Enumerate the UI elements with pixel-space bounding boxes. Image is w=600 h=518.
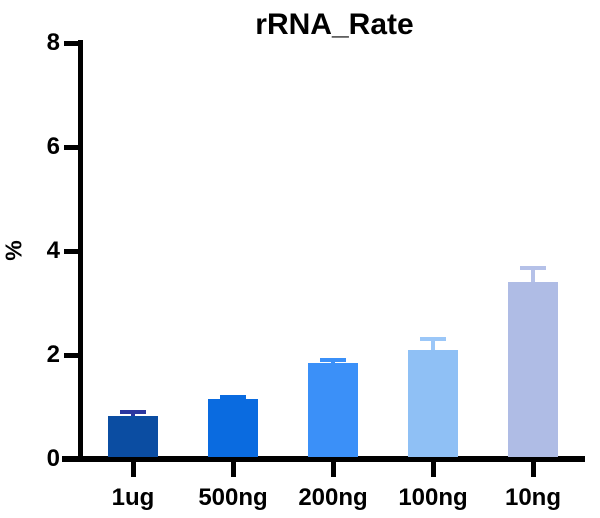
error-bar-stem <box>531 268 535 291</box>
y-tick-label: 2 <box>46 341 60 368</box>
y-axis-tick <box>64 353 78 358</box>
bar <box>108 416 158 457</box>
y-tick-label: 4 <box>46 237 60 264</box>
error-bar-cap <box>520 266 546 271</box>
y-axis-tick <box>64 457 78 462</box>
x-axis-tick <box>431 462 436 477</box>
error-bar-cap <box>320 358 346 363</box>
x-axis-line <box>62 456 585 462</box>
y-axis-line <box>78 40 83 462</box>
error-bar-cap <box>420 337 446 342</box>
bar <box>308 362 358 457</box>
x-axis-tick <box>131 462 136 477</box>
x-tick-label: 500ng <box>198 484 268 511</box>
y-axis-tick <box>64 249 78 254</box>
y-tick-label: 0 <box>46 445 60 472</box>
y-tick-label: 8 <box>46 29 60 56</box>
x-axis-tick <box>231 462 236 477</box>
error-bar-cap <box>220 395 246 400</box>
x-tick-label: 10ng <box>504 484 561 511</box>
chart-title: rRNA_Rate <box>255 8 414 41</box>
bar <box>208 399 258 457</box>
x-tick-label: 1ug <box>111 484 155 511</box>
y-tick-label: 6 <box>46 133 60 160</box>
bar <box>408 349 458 457</box>
x-axis-tick <box>331 462 336 477</box>
x-axis-tick <box>531 462 536 477</box>
y-axis-tick <box>64 41 78 46</box>
x-tick-label: 200ng <box>298 484 368 511</box>
bar <box>508 282 558 457</box>
x-tick-label: 100ng <box>398 484 468 511</box>
error-bar-stem <box>431 339 435 358</box>
error-bar-cap <box>120 410 146 415</box>
y-axis-tick <box>64 145 78 150</box>
